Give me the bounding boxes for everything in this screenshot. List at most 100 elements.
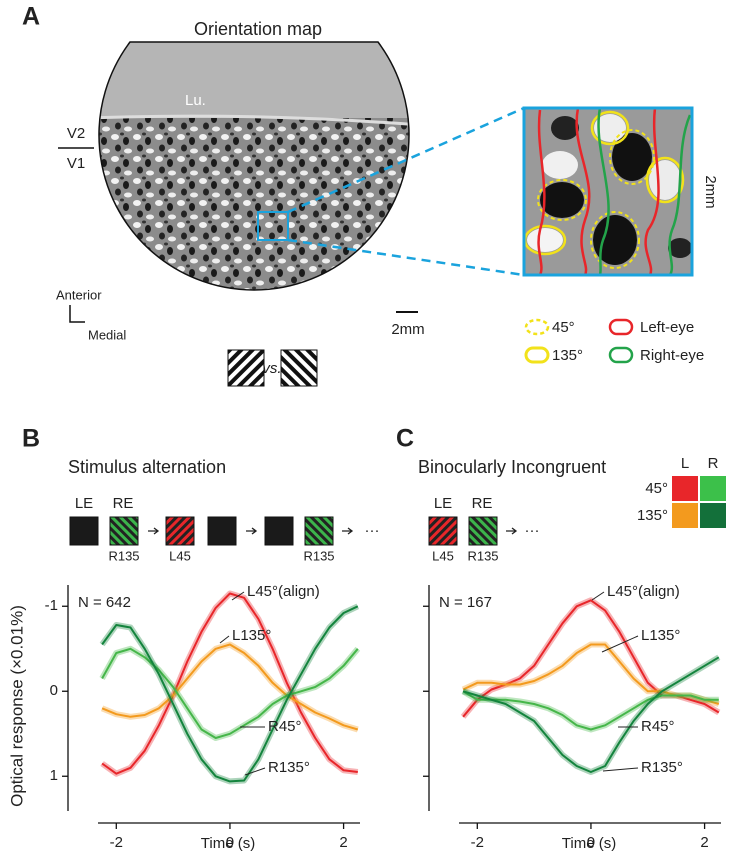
x-axis-label: Time (s) xyxy=(201,835,255,852)
region-label: V1 xyxy=(67,155,85,172)
stimulus-frame xyxy=(304,516,334,546)
y-axis-label: Optical response (×0.01%) xyxy=(7,605,26,807)
axis-arrow xyxy=(69,305,85,323)
series-line xyxy=(101,643,359,731)
series-label: L135° xyxy=(641,627,680,644)
zoom-line xyxy=(287,106,525,214)
stimulus-label: L45 xyxy=(432,548,454,563)
stimulus-label: R135 xyxy=(108,548,139,563)
x-axis-label: Time (s) xyxy=(562,835,616,852)
series-label: R135° xyxy=(268,759,310,776)
leader-line xyxy=(591,591,605,601)
annotation: N = 167 xyxy=(439,594,492,611)
key-column: R xyxy=(708,455,719,472)
series-line xyxy=(462,656,720,773)
eye-label: LE xyxy=(75,495,93,512)
key-swatch xyxy=(672,476,698,501)
legend-label: 45° xyxy=(552,319,575,336)
scale-label: 2mm xyxy=(391,321,424,338)
x-tick-label: -2 xyxy=(471,834,484,851)
panel-label: B xyxy=(22,425,40,453)
stimulus-frame xyxy=(165,516,195,546)
key-column: L xyxy=(681,455,689,472)
legend-swatch xyxy=(608,318,634,336)
region-label: V2 xyxy=(67,125,85,142)
orientation-map xyxy=(99,42,410,290)
series-band xyxy=(462,654,721,775)
inset-map xyxy=(522,106,694,277)
series-label: R45° xyxy=(268,718,302,735)
leader-line xyxy=(601,635,639,653)
region-label: Lu. xyxy=(185,92,206,109)
stimulus-label: R135 xyxy=(467,548,498,563)
arrow xyxy=(246,527,258,535)
leader-line xyxy=(244,767,266,776)
series-label: R135° xyxy=(641,759,683,776)
arrow xyxy=(506,527,518,535)
axis-label: Medial xyxy=(88,327,126,342)
stimulus-frame xyxy=(207,516,237,546)
y-tick-label: 1 xyxy=(50,767,58,784)
y-tick-label: 0 xyxy=(50,682,58,699)
axis-label: Anterior xyxy=(56,287,102,302)
chart-panel: B Stimulus alternation LE RE R135 L45 R135 ··· -… xyxy=(7,425,379,852)
series-label: L45°(align) xyxy=(247,583,320,600)
key-swatch xyxy=(700,503,726,528)
series-band xyxy=(461,688,719,733)
panel-label: C xyxy=(396,425,414,453)
eye-label: RE xyxy=(113,495,134,512)
panel-title: Stimulus alternation xyxy=(68,457,226,477)
annotation: N = 642 xyxy=(78,594,131,611)
panel-a: A Orientation map Lu. V2 V1 Anterior Med… xyxy=(22,3,719,387)
x-tick-label: -2 xyxy=(110,834,123,851)
grating xyxy=(227,349,265,387)
stimulus-label: R135 xyxy=(303,548,334,563)
series-band xyxy=(99,645,361,741)
x-tick-label: 0 xyxy=(226,834,234,851)
roi-box xyxy=(257,211,289,241)
panel-title: Orientation map xyxy=(194,19,322,39)
series-label: R45° xyxy=(641,718,675,735)
series-line xyxy=(101,647,359,739)
map-outline xyxy=(98,41,410,291)
leader-line xyxy=(219,635,230,644)
zoom-line xyxy=(287,238,525,277)
eye-label: LE xyxy=(434,495,452,512)
stimulus-frame xyxy=(264,516,294,546)
x-tick-label: 2 xyxy=(700,834,708,851)
panel-title: Binocularly Incongruent xyxy=(418,457,606,477)
versus: vs. xyxy=(262,360,281,377)
key-row: 45° xyxy=(645,480,668,497)
stimulus-frame xyxy=(428,516,458,546)
y-tick-label: -1 xyxy=(45,597,58,614)
leader-line xyxy=(602,767,639,772)
eye-label: RE xyxy=(472,495,493,512)
series-label: L45°(align) xyxy=(607,583,680,600)
leader-line xyxy=(231,591,245,601)
arrow xyxy=(148,527,160,535)
x-tick-label: 0 xyxy=(587,834,595,851)
panel-label: A xyxy=(22,3,40,31)
x-tick-label: 2 xyxy=(339,834,347,851)
key-row: 135° xyxy=(637,507,668,524)
legend-swatch xyxy=(608,346,634,364)
stimulus-label: L45 xyxy=(169,548,191,563)
legend-swatch xyxy=(524,318,550,336)
legend-label: 135° xyxy=(552,347,583,364)
arrow xyxy=(342,527,354,535)
ellipsis: ··· xyxy=(365,522,380,539)
stimulus-frame xyxy=(109,516,139,546)
stimulus-frame xyxy=(69,516,99,546)
series-line xyxy=(101,605,359,783)
ellipsis: ··· xyxy=(525,522,540,539)
legend-swatch xyxy=(524,346,550,364)
stimulus-frame xyxy=(468,516,498,546)
series-line xyxy=(101,592,358,775)
grating xyxy=(280,349,318,387)
inset-scale: 2mm xyxy=(702,175,719,208)
legend-label: Right-eye xyxy=(640,347,704,364)
key-swatch xyxy=(700,476,726,501)
series-line xyxy=(462,690,719,731)
